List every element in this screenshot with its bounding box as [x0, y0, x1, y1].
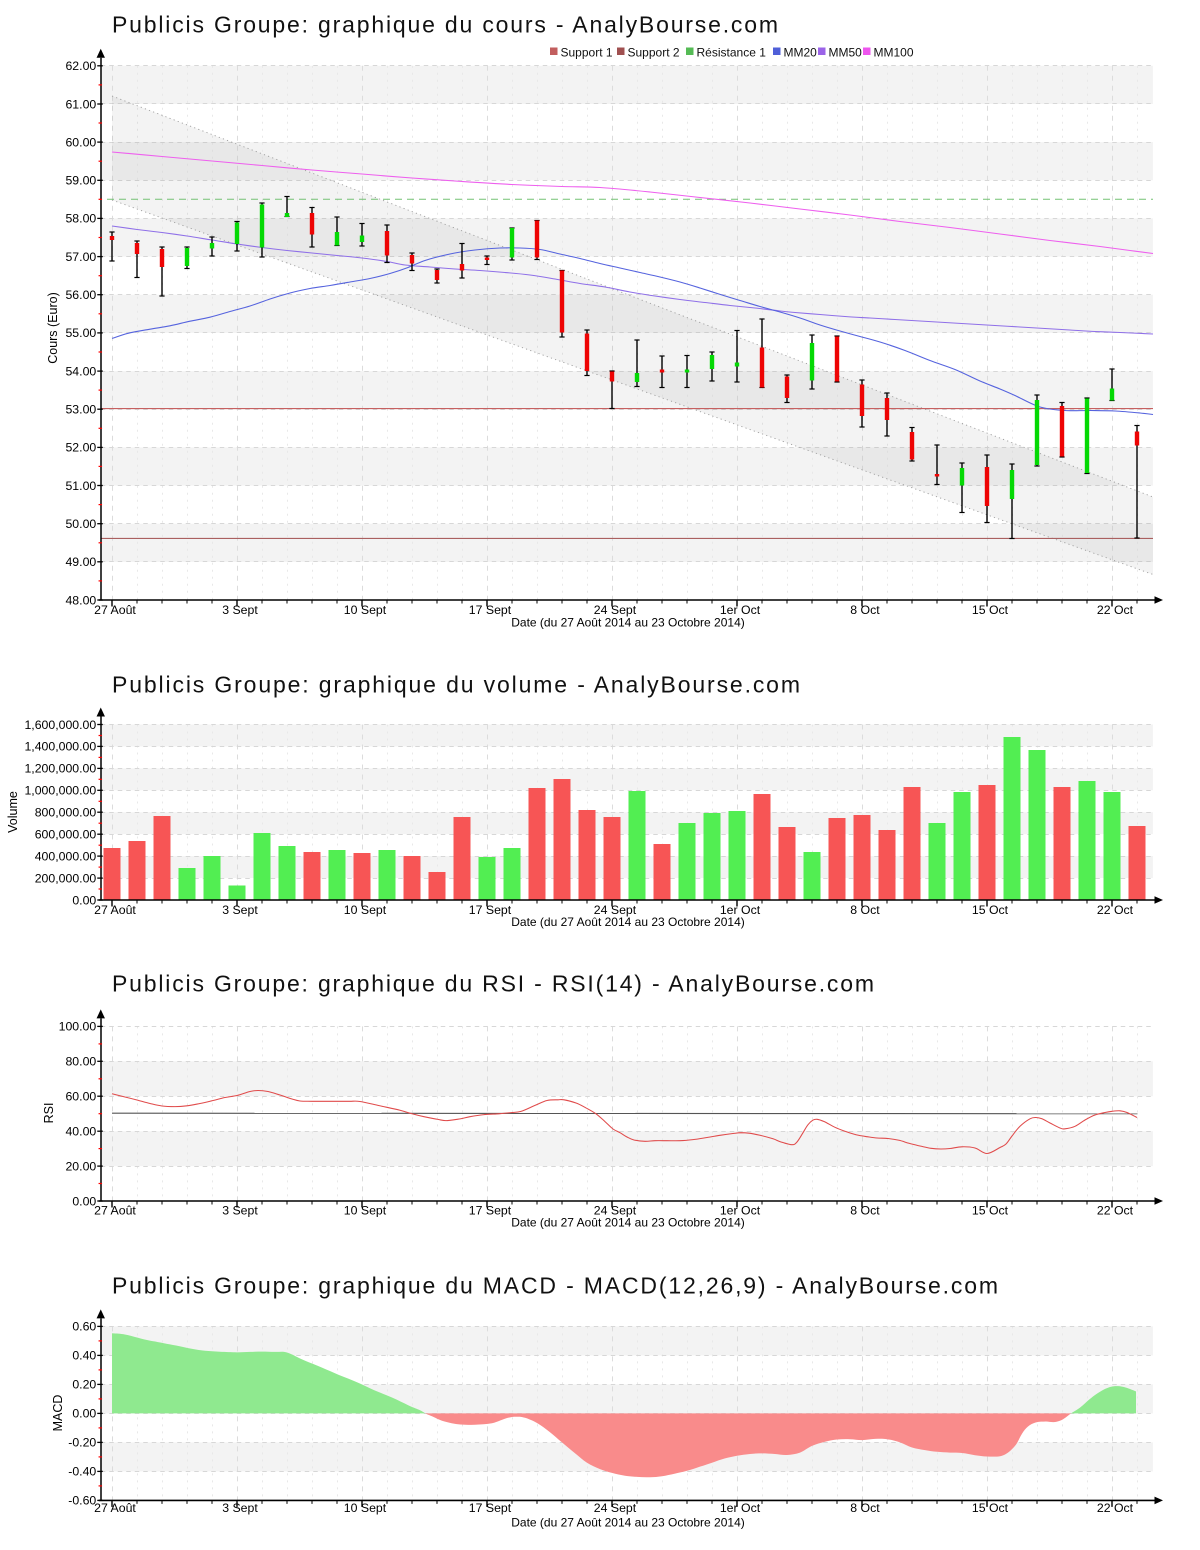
svg-text:10 Sept: 10 Sept [344, 603, 387, 617]
svg-text:27 Août: 27 Août [94, 903, 136, 917]
svg-text:17 Sept: 17 Sept [469, 1204, 512, 1218]
svg-text:15 Oct: 15 Oct [972, 903, 1009, 917]
svg-text:Date (du 27 Août 2014 au 23 Oc: Date (du 27 Août 2014 au 23 Octobre 2014… [511, 616, 745, 630]
svg-text:24 Sept: 24 Sept [594, 1501, 637, 1515]
svg-text:1,000,000.00: 1,000,000.00 [24, 784, 96, 798]
svg-text:59.00: 59.00 [65, 174, 96, 188]
svg-text:60.00: 60.00 [65, 1090, 96, 1104]
svg-text:Support 1: Support 1 [561, 46, 613, 60]
svg-text:24 Sept: 24 Sept [594, 1204, 637, 1218]
svg-text:0.00: 0.00 [72, 1407, 96, 1421]
svg-text:200,000.00: 200,000.00 [35, 871, 97, 885]
svg-text:Date (du 27 Août 2014 au 23 Oc: Date (du 27 Août 2014 au 23 Octobre 2014… [511, 915, 745, 929]
svg-text:3 Sept: 3 Sept [222, 1204, 258, 1218]
svg-text:17 Sept: 17 Sept [469, 1501, 512, 1515]
svg-text:17 Sept: 17 Sept [469, 903, 512, 917]
svg-text:Cours (Euro): Cours (Euro) [46, 292, 60, 364]
svg-text:MACD: MACD [51, 1395, 65, 1432]
svg-text:24 Sept: 24 Sept [594, 603, 637, 617]
svg-text:22 Oct: 22 Oct [1097, 603, 1134, 617]
svg-text:22 Oct: 22 Oct [1097, 1204, 1134, 1218]
svg-text:1er Oct: 1er Oct [720, 603, 761, 617]
svg-text:-0.20: -0.20 [68, 1436, 96, 1450]
svg-text:Publicis Groupe: graphique du: Publicis Groupe: graphique du volume - A… [112, 672, 800, 698]
svg-text:49.00: 49.00 [65, 555, 96, 569]
svg-text:1,600,000.00: 1,600,000.00 [24, 718, 96, 732]
svg-text:10 Sept: 10 Sept [344, 903, 387, 917]
svg-text:53.00: 53.00 [65, 403, 96, 417]
svg-text:54.00: 54.00 [65, 364, 96, 378]
svg-text:Publicis Groupe: graphique du: Publicis Groupe: graphique du cours - An… [112, 12, 778, 38]
svg-text:800,000.00: 800,000.00 [35, 806, 97, 820]
svg-text:57.00: 57.00 [65, 250, 96, 264]
svg-text:8 Oct: 8 Oct [850, 1501, 880, 1515]
svg-text:1,400,000.00: 1,400,000.00 [24, 740, 96, 754]
svg-text:61.00: 61.00 [65, 97, 96, 111]
svg-text:15 Oct: 15 Oct [972, 1501, 1009, 1515]
svg-text:0.40: 0.40 [72, 1349, 96, 1363]
svg-text:Résistance 1: Résistance 1 [697, 46, 767, 60]
svg-text:MM20: MM20 [784, 46, 818, 60]
svg-text:51.00: 51.00 [65, 479, 96, 493]
svg-text:56.00: 56.00 [65, 288, 96, 302]
svg-text:3 Sept: 3 Sept [222, 903, 258, 917]
svg-text:55.00: 55.00 [65, 326, 96, 340]
svg-text:0.60: 0.60 [72, 1320, 96, 1334]
svg-text:27 Août: 27 Août [94, 1204, 136, 1218]
svg-text:400,000.00: 400,000.00 [35, 849, 97, 863]
svg-text:20.00: 20.00 [65, 1159, 96, 1173]
svg-text:Publicis Groupe: graphique du: Publicis Groupe: graphique du RSI - RSI(… [112, 971, 874, 997]
svg-text:27 Août: 27 Août [94, 603, 136, 617]
svg-text:3 Sept: 3 Sept [222, 603, 258, 617]
svg-text:0.00: 0.00 [72, 1194, 96, 1208]
svg-text:62.00: 62.00 [65, 59, 96, 73]
svg-text:10 Sept: 10 Sept [344, 1204, 387, 1218]
svg-text:8 Oct: 8 Oct [850, 1204, 880, 1218]
svg-text:8 Oct: 8 Oct [850, 903, 880, 917]
svg-text:22 Oct: 22 Oct [1097, 1501, 1134, 1515]
svg-text:-0.40: -0.40 [68, 1465, 96, 1479]
svg-text:50.00: 50.00 [65, 517, 96, 531]
svg-text:52.00: 52.00 [65, 441, 96, 455]
svg-text:Publicis Groupe: graphique du: Publicis Groupe: graphique du MACD - MAC… [112, 1273, 998, 1299]
svg-text:24 Sept: 24 Sept [594, 903, 637, 917]
svg-text:60.00: 60.00 [65, 135, 96, 149]
svg-text:80.00: 80.00 [65, 1055, 96, 1069]
svg-text:22 Oct: 22 Oct [1097, 903, 1134, 917]
svg-text:40.00: 40.00 [65, 1125, 96, 1139]
svg-text:600,000.00: 600,000.00 [35, 828, 97, 842]
svg-text:0.00: 0.00 [72, 893, 96, 907]
svg-text:1er Oct: 1er Oct [720, 1204, 761, 1218]
svg-text:15 Oct: 15 Oct [972, 603, 1009, 617]
svg-text:3 Sept: 3 Sept [222, 1501, 258, 1515]
svg-text:-0.60: -0.60 [68, 1494, 96, 1508]
svg-text:Support 2: Support 2 [628, 46, 680, 60]
svg-text:Date (du 27 Août 2014 au 23 Oc: Date (du 27 Août 2014 au 23 Octobre 2014… [511, 1516, 745, 1530]
svg-text:1er Oct: 1er Oct [720, 1501, 761, 1515]
svg-text:48.00: 48.00 [65, 593, 96, 607]
svg-text:58.00: 58.00 [65, 212, 96, 226]
svg-text:27 Août: 27 Août [94, 1501, 136, 1515]
svg-text:100.00: 100.00 [59, 1020, 97, 1034]
svg-text:17 Sept: 17 Sept [469, 603, 512, 617]
svg-text:RSI: RSI [42, 1103, 56, 1124]
svg-text:1,200,000.00: 1,200,000.00 [24, 762, 96, 776]
svg-text:MM100: MM100 [874, 46, 914, 60]
svg-text:8 Oct: 8 Oct [850, 603, 880, 617]
svg-text:Volume: Volume [6, 791, 20, 833]
svg-text:10 Sept: 10 Sept [344, 1501, 387, 1515]
svg-text:15 Oct: 15 Oct [972, 1204, 1009, 1218]
svg-text:1er Oct: 1er Oct [720, 903, 761, 917]
svg-text:Date (du 27 Août 2014 au 23 Oc: Date (du 27 Août 2014 au 23 Octobre 2014… [511, 1216, 745, 1230]
svg-text:MM50: MM50 [829, 46, 863, 60]
svg-text:0.20: 0.20 [72, 1378, 96, 1392]
